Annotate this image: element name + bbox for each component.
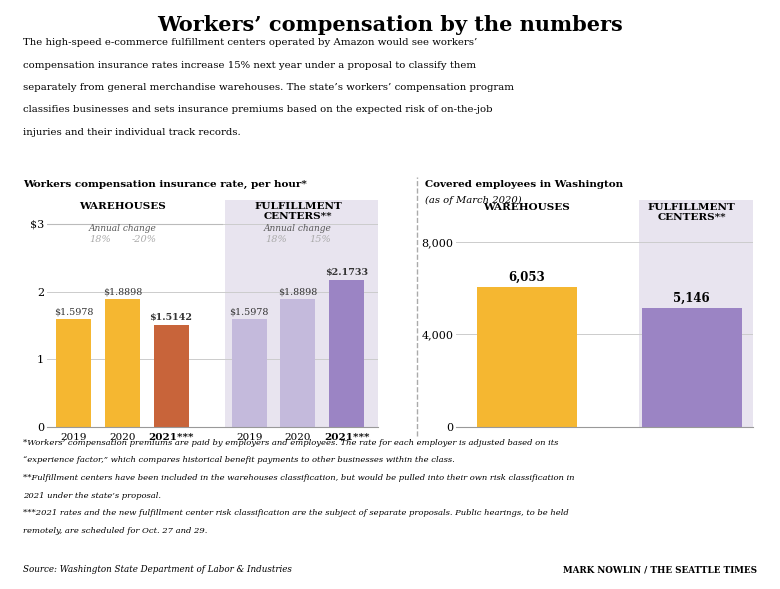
- Text: “experience factor,” which compares historical benefit payments to other busines: “experience factor,” which compares hist…: [23, 456, 456, 465]
- Text: 18%: 18%: [90, 235, 112, 244]
- Text: **Fulfillment centers have been included in the warehouses classification, but w: **Fulfillment centers have been included…: [23, 474, 575, 482]
- Text: $1.5978: $1.5978: [54, 307, 94, 316]
- Text: $1.8898: $1.8898: [103, 287, 142, 296]
- Text: compensation insurance rates increase 15% next year under a proposal to classify: compensation insurance rates increase 15…: [23, 61, 477, 70]
- Bar: [639, 200, 753, 427]
- Text: ***2021 rates and the new fulfillment center risk classification are the subject: ***2021 rates and the new fulfillment ce…: [23, 509, 569, 518]
- Text: $1.8898: $1.8898: [278, 287, 317, 296]
- Text: Workers compensation insurance rate, per hour*: Workers compensation insurance rate, per…: [23, 180, 307, 188]
- Text: WAREHOUSES: WAREHOUSES: [79, 202, 165, 211]
- Text: -20%: -20%: [132, 235, 157, 244]
- Text: Source: Washington State Department of Labor & Industries: Source: Washington State Department of L…: [23, 565, 292, 574]
- Text: separately from general merchandise warehouses. The state’s workers’ compensatio: separately from general merchandise ware…: [23, 83, 514, 92]
- Bar: [280, 299, 315, 427]
- Text: Covered employees in Washington: Covered employees in Washington: [425, 180, 623, 188]
- Text: 15%: 15%: [309, 235, 331, 244]
- Text: injuries and their individual track records.: injuries and their individual track reco…: [23, 128, 241, 137]
- Text: classifies businesses and sets insurance premiums based on the expected risk of : classifies businesses and sets insurance…: [23, 105, 493, 114]
- Bar: [232, 319, 267, 427]
- Text: 6,053: 6,053: [509, 270, 545, 283]
- Text: 5,146: 5,146: [673, 292, 710, 305]
- Bar: [641, 308, 742, 427]
- Text: MARK NOWLIN / THE SEATTLE TIMES: MARK NOWLIN / THE SEATTLE TIMES: [562, 565, 757, 574]
- Bar: [477, 287, 577, 427]
- Bar: [105, 299, 140, 427]
- Bar: [56, 319, 91, 427]
- Bar: [154, 325, 189, 427]
- Text: 18%: 18%: [265, 235, 287, 244]
- Text: remotely, are scheduled for Oct. 27 and 29.: remotely, are scheduled for Oct. 27 and …: [23, 527, 207, 535]
- Bar: [329, 280, 364, 427]
- Text: The high-speed e-commerce fulfillment centers operated by Amazon would see worke: The high-speed e-commerce fulfillment ce…: [23, 38, 478, 47]
- Text: WAREHOUSES: WAREHOUSES: [484, 203, 570, 211]
- Bar: [225, 200, 378, 427]
- Text: $1.5142: $1.5142: [150, 313, 193, 322]
- Text: 2021 under the state’s proposal.: 2021 under the state’s proposal.: [23, 492, 161, 500]
- Text: Annual change: Annual change: [264, 224, 332, 233]
- Text: $2.1733: $2.1733: [325, 268, 368, 277]
- Text: *Workers’ compensation premiums are paid by employers and employees. The rate fo: *Workers’ compensation premiums are paid…: [23, 439, 558, 447]
- Text: FULFILLMENT
CENTERS**: FULFILLMENT CENTERS**: [647, 203, 736, 221]
- Text: Annual change: Annual change: [88, 224, 156, 233]
- Text: Workers’ compensation by the numbers: Workers’ compensation by the numbers: [157, 15, 623, 35]
- Text: $1.5978: $1.5978: [229, 307, 269, 316]
- Text: FULFILLMENT
CENTERS**: FULFILLMENT CENTERS**: [254, 202, 342, 221]
- Text: (as of March 2020): (as of March 2020): [425, 196, 522, 204]
